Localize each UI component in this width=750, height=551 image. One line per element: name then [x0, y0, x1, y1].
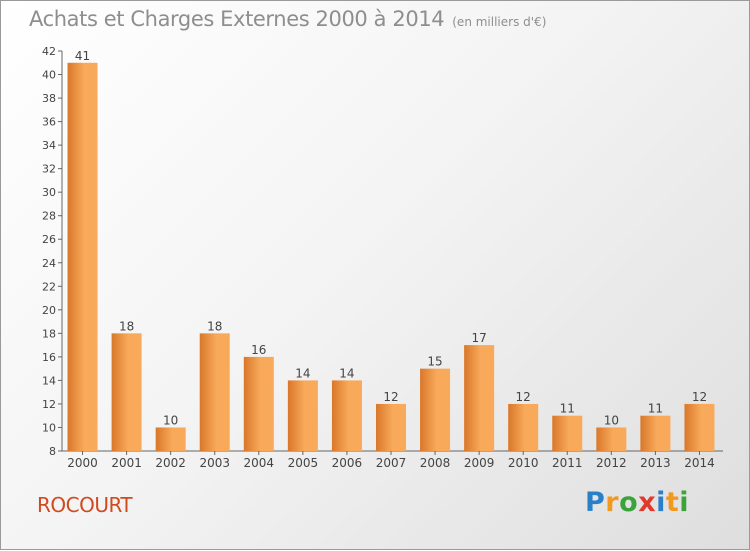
- bar-2003: [199, 333, 230, 451]
- y-tick-label: 18: [42, 327, 56, 340]
- x-tick-label: 2005: [288, 456, 319, 470]
- value-label: 12: [516, 390, 531, 404]
- value-label: 15: [427, 355, 442, 369]
- bar-2009: [464, 345, 495, 451]
- bar-2004: [243, 356, 274, 451]
- y-tick-label: 16: [42, 351, 56, 364]
- y-tick-label: 34: [42, 139, 56, 152]
- bar-2002: [155, 427, 186, 451]
- bar-2006: [331, 380, 362, 451]
- x-tick-label: 2014: [684, 456, 715, 470]
- value-label: 11: [648, 402, 663, 416]
- y-tick-label: 24: [42, 257, 56, 270]
- y-tick-label: 12: [42, 398, 56, 411]
- x-tick-label: 2004: [244, 456, 275, 470]
- y-tick-label: 20: [42, 304, 56, 317]
- value-labels: 41 2000 18 2001 10 2002 18 2003 16 2004 14 2005 14 20…: [67, 49, 714, 470]
- logo-letter: x: [638, 487, 657, 518]
- value-label: 10: [604, 413, 619, 427]
- y-tick-label: 28: [42, 210, 56, 223]
- x-tick-label: 2008: [420, 456, 451, 470]
- y-tick-label: 42: [42, 45, 56, 58]
- bar-2011: [552, 415, 583, 451]
- logo-letter: o: [619, 487, 639, 518]
- value-label: 18: [119, 319, 134, 333]
- value-label: 12: [383, 390, 398, 404]
- x-tick-label: 2006: [332, 456, 363, 470]
- y-tick-label: 40: [42, 69, 56, 82]
- bar-2012: [596, 427, 627, 451]
- x-tick-label: 2007: [376, 456, 407, 470]
- y-tick-label: 14: [42, 374, 56, 387]
- value-label: 14: [339, 366, 354, 380]
- logo-letter: t: [665, 487, 680, 518]
- logo-letter: r: [605, 487, 620, 518]
- place-name: ROCOURT: [37, 493, 133, 517]
- y-tick-label: 26: [42, 233, 56, 246]
- x-tick-label: 2001: [111, 456, 142, 470]
- logo-letter: P: [585, 487, 606, 518]
- bar-2008: [420, 368, 451, 451]
- y-tick-label: 38: [42, 92, 56, 105]
- y-tick-label: 22: [42, 280, 56, 293]
- x-tick-label: 2000: [67, 456, 98, 470]
- x-tick-label: 2013: [640, 456, 671, 470]
- y-tick-label: 36: [42, 116, 56, 129]
- chart-title: Achats et Charges Externes 2000 à 2014 (e…: [29, 7, 546, 31]
- bar-2000: [67, 62, 98, 451]
- bar-2013: [640, 415, 671, 451]
- x-tick-label: 2003: [199, 456, 230, 470]
- value-label: 41: [75, 49, 90, 63]
- x-tick-label: 2002: [155, 456, 186, 470]
- value-label: 12: [692, 390, 707, 404]
- value-label: 17: [471, 331, 486, 345]
- y-tick-label: 8: [49, 445, 56, 458]
- y-tick-label: 30: [42, 186, 56, 199]
- bar-2005: [287, 380, 318, 451]
- x-tick-label: 2012: [596, 456, 627, 470]
- proxiti-logo: Proxiti: [585, 487, 689, 518]
- value-label: 18: [207, 319, 222, 333]
- bars: [67, 62, 715, 451]
- value-label: 10: [163, 413, 178, 427]
- logo-letter: i: [679, 487, 690, 518]
- y-tick-label: 10: [42, 421, 56, 434]
- x-tick-label: 2011: [552, 456, 583, 470]
- y-tick-label: 32: [42, 163, 56, 176]
- title-text: Achats et Charges Externes 2000 à 2014: [29, 7, 445, 31]
- x-tick-label: 2009: [464, 456, 495, 470]
- value-label: 11: [560, 402, 575, 416]
- logo-letter: i: [656, 487, 666, 518]
- value-label: 14: [295, 366, 310, 380]
- x-tick-label: 2010: [508, 456, 539, 470]
- bar-2007: [376, 403, 406, 451]
- value-label: 16: [251, 343, 266, 357]
- bar-2014: [684, 403, 715, 451]
- bar-2010: [508, 403, 539, 451]
- title-unit: (en milliers d'€): [452, 15, 547, 29]
- axes: 8 10 12 14 16 18 20 22 24 26 28 30 32 34 36 38 40 42: [42, 45, 723, 458]
- bar-2001: [111, 333, 142, 451]
